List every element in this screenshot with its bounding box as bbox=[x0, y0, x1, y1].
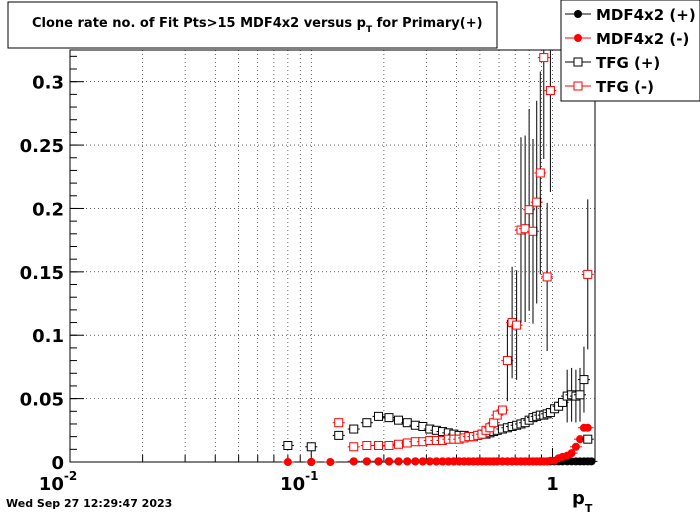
data-point bbox=[558, 397, 568, 407]
x-tick-label-base: 10 bbox=[39, 474, 64, 495]
data-point bbox=[334, 418, 344, 428]
data-point bbox=[349, 424, 359, 434]
data-point bbox=[403, 457, 412, 466]
data-point bbox=[512, 320, 522, 330]
data-point bbox=[283, 458, 292, 466]
y-tick-label: 0.05 bbox=[20, 390, 64, 411]
data-point bbox=[374, 411, 384, 421]
data-point bbox=[307, 458, 316, 466]
data-point bbox=[384, 413, 394, 423]
legend-marker bbox=[573, 57, 583, 67]
y-axis-ticks: 0 0.05 0.1 0.15 0.2 0.25 0.3 bbox=[20, 55, 84, 474]
data-point bbox=[418, 457, 427, 466]
data-point bbox=[571, 442, 580, 451]
data-point bbox=[384, 457, 393, 466]
data-point bbox=[583, 269, 593, 279]
data-point bbox=[567, 449, 576, 458]
data-point bbox=[306, 442, 316, 452]
data-point bbox=[394, 457, 403, 466]
x-tick-label: 10-1 bbox=[280, 469, 318, 495]
y-tick-label: 0.1 bbox=[32, 326, 64, 347]
data-point bbox=[349, 457, 358, 466]
data-marks bbox=[281, 50, 598, 466]
x-tick-label-base: 10 bbox=[280, 474, 305, 495]
chart-title: Clone rate no. of Fit Pts>15 MDF4x2 vers… bbox=[32, 16, 483, 35]
data-point bbox=[362, 457, 371, 466]
y-tick-label: 0.3 bbox=[32, 73, 64, 94]
data-point bbox=[489, 418, 499, 428]
data-point bbox=[411, 457, 420, 466]
data-point bbox=[583, 423, 592, 432]
data-point bbox=[587, 457, 596, 466]
data-point bbox=[334, 430, 344, 440]
timestamp: Wed Sep 27 12:29:47 2023 bbox=[6, 497, 173, 510]
data-point bbox=[362, 441, 372, 451]
data-point bbox=[535, 168, 545, 178]
legend-label: MDF4x2 (+) bbox=[596, 6, 696, 24]
legend-marker bbox=[574, 34, 582, 42]
data-point bbox=[579, 375, 589, 385]
data-point bbox=[410, 420, 420, 430]
data-point bbox=[362, 418, 372, 428]
data-point bbox=[497, 405, 507, 415]
data-point bbox=[524, 205, 534, 215]
x-tick-label: 1 bbox=[546, 474, 559, 495]
y-tick-label: 0.2 bbox=[32, 199, 64, 220]
x-axis-label-subscript: T bbox=[585, 502, 593, 514]
data-point bbox=[542, 272, 552, 282]
legend: MDF4x2 (+) MDF4x2 (-) TFG (+) TFG (-) bbox=[560, 0, 700, 102]
x-tick-label-exponent: -1 bbox=[305, 469, 318, 483]
legend-label: TFG (-) bbox=[596, 78, 654, 96]
data-point bbox=[545, 86, 555, 96]
x-axis-label-main: p bbox=[572, 488, 585, 509]
data-point bbox=[384, 441, 394, 451]
data-point bbox=[349, 442, 359, 452]
data-point bbox=[394, 415, 404, 425]
data-point bbox=[374, 441, 384, 451]
data-point bbox=[374, 457, 383, 466]
legend-label: TFG (+) bbox=[596, 54, 660, 72]
x-tick-label-base: 1 bbox=[546, 474, 559, 495]
data-point bbox=[583, 434, 593, 444]
data-point bbox=[576, 435, 585, 444]
data-point bbox=[575, 390, 585, 400]
data-point bbox=[402, 438, 412, 448]
data-point bbox=[528, 226, 538, 236]
series-3 bbox=[332, 50, 594, 452]
title-subscript: T bbox=[366, 25, 373, 35]
y-tick-label: 0 bbox=[51, 453, 64, 474]
data-point bbox=[492, 410, 502, 420]
series-1 bbox=[281, 423, 594, 466]
data-point bbox=[394, 439, 404, 449]
y-tick-label: 0.15 bbox=[20, 263, 64, 284]
title-box bbox=[7, 1, 498, 49]
legend-box bbox=[560, 0, 700, 102]
data-point bbox=[502, 356, 512, 366]
title-main: Clone rate no. of Fit Pts>15 MDF4x2 vers… bbox=[32, 16, 366, 31]
title-suffix: for Primary(+) bbox=[372, 16, 482, 31]
y-tick-label: 0.25 bbox=[20, 136, 64, 157]
legend-marker bbox=[573, 81, 583, 91]
data-point bbox=[432, 457, 441, 466]
x-tick-label-exponent: -2 bbox=[64, 469, 77, 483]
x-axis-ticks: 10-2 10-1 1 bbox=[39, 448, 559, 495]
legend-label: MDF4x2 (-) bbox=[596, 30, 689, 48]
data-point bbox=[532, 197, 542, 207]
x-axis-label: pT bbox=[572, 488, 593, 514]
x-tick-label: 10-2 bbox=[39, 469, 77, 495]
data-point bbox=[425, 457, 434, 466]
data-point bbox=[326, 458, 335, 466]
data-point bbox=[539, 53, 549, 63]
legend-marker bbox=[574, 10, 582, 18]
data-point bbox=[283, 441, 293, 451]
